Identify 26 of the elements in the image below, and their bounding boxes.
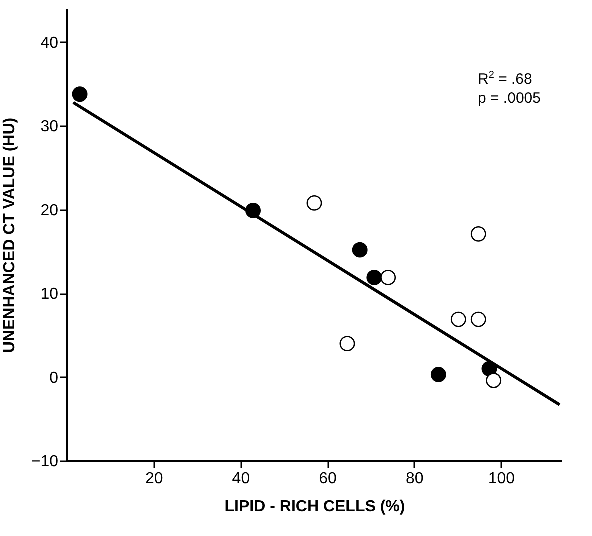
point bbox=[366, 270, 382, 286]
point bbox=[380, 270, 396, 286]
point bbox=[450, 312, 466, 328]
y-tick-label: 40 bbox=[40, 34, 59, 52]
y-tick-label: 0 bbox=[50, 370, 59, 387]
point bbox=[352, 242, 368, 258]
x-tick-label: 60 bbox=[319, 470, 338, 488]
annotation: R$^{2}$ = .68 bbox=[478, 69, 534, 89]
y-tick-label: 30 bbox=[40, 118, 59, 136]
point bbox=[306, 195, 322, 211]
y-axis-title: UNENHANCED CT VALUE (HU) bbox=[1, 118, 18, 354]
x-tick-label: 20 bbox=[145, 470, 164, 488]
point bbox=[72, 86, 88, 102]
point bbox=[340, 336, 356, 352]
y-tick-label: 10 bbox=[40, 286, 59, 304]
y-tick-label: 20 bbox=[40, 202, 59, 220]
x-tick-label: 40 bbox=[232, 470, 250, 488]
point bbox=[470, 226, 486, 242]
y-tick-label: −10 bbox=[31, 454, 59, 470]
annotation: p = .0005 bbox=[478, 89, 541, 108]
x-tick-label: 100 bbox=[488, 470, 516, 488]
x-tick-label: 80 bbox=[406, 470, 424, 488]
x-axis-title: LIPID - RICH CELLS (%) bbox=[224, 498, 406, 516]
point bbox=[470, 312, 486, 328]
point bbox=[486, 372, 502, 388]
point bbox=[430, 367, 446, 382]
